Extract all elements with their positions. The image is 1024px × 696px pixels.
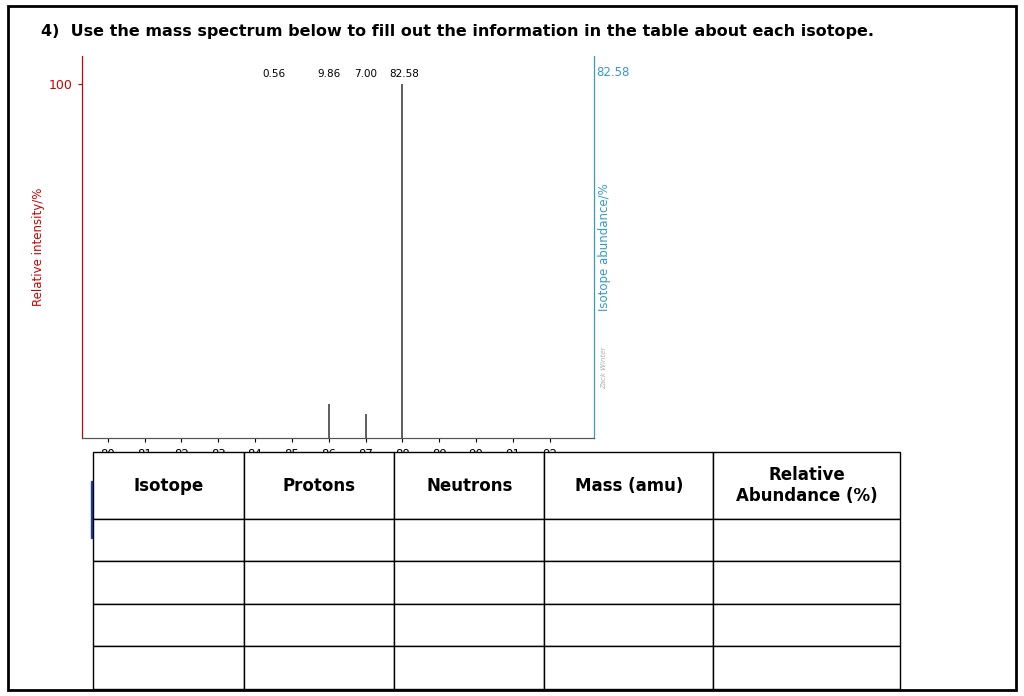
X-axis label: m/z: m/z	[326, 464, 350, 476]
Bar	[121, 481, 134, 538]
Text: 82.58: 82.58	[389, 69, 419, 79]
Text: 9.86: 9.86	[317, 69, 340, 79]
Text: Zack Winter: Zack Winter	[601, 347, 607, 389]
Text: 0.56: 0.56	[262, 69, 285, 79]
Text: 7.00: 7.00	[354, 69, 377, 79]
Y-axis label: Isotope abundance/%: Isotope abundance/%	[598, 183, 611, 311]
Text: 82.58: 82.58	[596, 65, 629, 79]
Bar	[103, 481, 121, 538]
Y-axis label: Relative intensity/%: Relative intensity/%	[32, 188, 45, 306]
Bar	[91, 481, 103, 538]
Text: 4)  Use the mass spectrum below to fill out the information in the table about e: 4) Use the mass spectrum below to fill o…	[41, 24, 873, 40]
